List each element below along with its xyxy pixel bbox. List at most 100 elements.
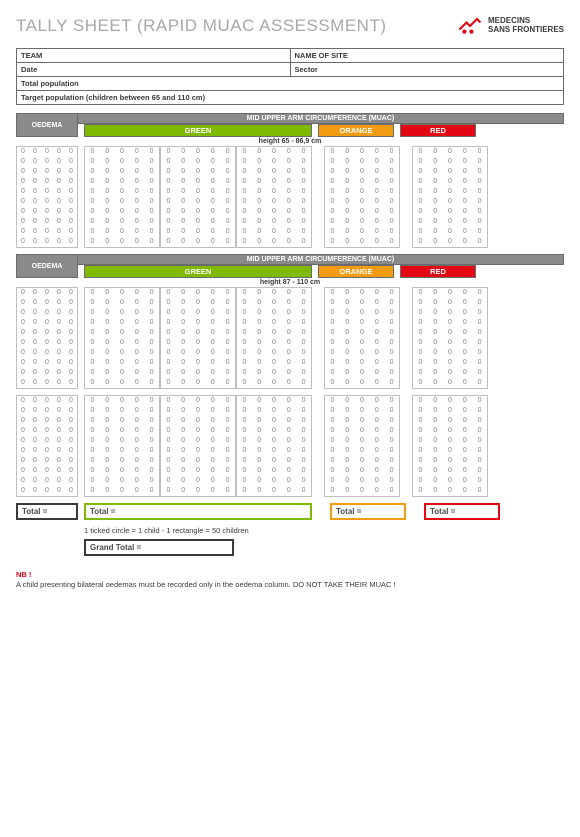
tally-cell[interactable]: 0 — [252, 416, 267, 426]
tally-cell[interactable]: 0 — [237, 217, 252, 227]
tally-cell[interactable]: 0 — [472, 338, 487, 348]
tally-cell[interactable]: 0 — [457, 328, 472, 338]
tally-cell[interactable]: 0 — [281, 197, 296, 207]
tally-cell[interactable]: 0 — [457, 348, 472, 358]
total-red[interactable]: Total = — [424, 503, 500, 520]
tally-cell[interactable]: 0 — [41, 207, 53, 217]
tally-cell[interactable]: 0 — [384, 227, 399, 237]
tally-cell[interactable]: 0 — [129, 466, 144, 476]
tally-cell[interactable]: 0 — [115, 416, 130, 426]
tally-cell[interactable]: 0 — [355, 187, 370, 197]
tally-cell[interactable]: 0 — [41, 298, 53, 308]
tally-cell[interactable]: 0 — [428, 396, 443, 406]
tally-cell[interactable]: 0 — [325, 348, 340, 358]
tally-cell[interactable]: 0 — [205, 368, 220, 378]
tally-cell[interactable]: 0 — [205, 446, 220, 456]
tally-cell[interactable]: 0 — [53, 147, 65, 157]
tally-cell[interactable]: 0 — [129, 177, 144, 187]
tally-cell[interactable]: 0 — [144, 167, 159, 177]
tally-cell[interactable]: 0 — [413, 217, 428, 227]
tally-cell[interactable]: 0 — [325, 416, 340, 426]
tally-cell[interactable]: 0 — [205, 406, 220, 416]
tally-cell[interactable]: 0 — [129, 288, 144, 298]
tally-cell[interactable]: 0 — [129, 426, 144, 436]
tally-cell[interactable]: 0 — [457, 298, 472, 308]
tally-cell[interactable]: 0 — [100, 217, 115, 227]
tally-cell[interactable]: 0 — [296, 187, 311, 197]
tally-cell[interactable]: 0 — [472, 466, 487, 476]
tally-cell[interactable]: 0 — [413, 486, 428, 496]
tally-cell[interactable]: 0 — [41, 157, 53, 167]
tally-block[interactable]: 0000000000000000000000000000000000000000… — [324, 287, 400, 389]
tally-cell[interactable]: 0 — [325, 456, 340, 466]
tally-cell[interactable]: 0 — [252, 406, 267, 416]
tally-cell[interactable]: 0 — [369, 338, 384, 348]
tally-cell[interactable]: 0 — [281, 167, 296, 177]
tally-cell[interactable]: 0 — [428, 167, 443, 177]
tally-cell[interactable]: 0 — [472, 486, 487, 496]
tally-cell[interactable]: 0 — [220, 406, 235, 416]
tally-cell[interactable]: 0 — [281, 147, 296, 157]
tally-cell[interactable]: 0 — [267, 207, 282, 217]
tally-cell[interactable]: 0 — [384, 486, 399, 496]
tally-cell[interactable]: 0 — [369, 227, 384, 237]
tally-cell[interactable]: 0 — [428, 227, 443, 237]
tally-cell[interactable]: 0 — [220, 187, 235, 197]
tally-block[interactable]: 0000000000000000000000000000000000000000… — [84, 146, 160, 248]
tally-cell[interactable]: 0 — [176, 167, 191, 177]
tally-cell[interactable]: 0 — [472, 167, 487, 177]
tally-cell[interactable]: 0 — [53, 308, 65, 318]
tally-cell[interactable]: 0 — [65, 197, 77, 207]
tally-cell[interactable]: 0 — [191, 486, 206, 496]
tally-cell[interactable]: 0 — [413, 476, 428, 486]
tally-cell[interactable]: 0 — [355, 207, 370, 217]
tally-cell[interactable]: 0 — [191, 416, 206, 426]
tally-cell[interactable]: 0 — [443, 426, 458, 436]
tally-cell[interactable]: 0 — [325, 338, 340, 348]
tally-cell[interactable]: 0 — [17, 378, 29, 388]
tally-cell[interactable]: 0 — [443, 308, 458, 318]
tally-cell[interactable]: 0 — [413, 396, 428, 406]
tally-cell[interactable]: 0 — [220, 456, 235, 466]
tally-cell[interactable]: 0 — [296, 446, 311, 456]
tally-cell[interactable]: 0 — [281, 466, 296, 476]
tally-cell[interactable]: 0 — [413, 348, 428, 358]
tally-cell[interactable]: 0 — [65, 167, 77, 177]
tally-cell[interactable]: 0 — [85, 308, 100, 318]
tally-cell[interactable]: 0 — [457, 396, 472, 406]
tally-cell[interactable]: 0 — [85, 426, 100, 436]
tally-cell[interactable]: 0 — [267, 406, 282, 416]
tally-cell[interactable]: 0 — [428, 416, 443, 426]
tally-cell[interactable]: 0 — [191, 197, 206, 207]
tally-cell[interactable]: 0 — [65, 446, 77, 456]
tally-cell[interactable]: 0 — [340, 288, 355, 298]
tally-cell[interactable]: 0 — [252, 476, 267, 486]
tally-cell[interactable]: 0 — [100, 328, 115, 338]
sector-label[interactable]: Sector — [290, 63, 564, 77]
tally-cell[interactable]: 0 — [115, 436, 130, 446]
tally-cell[interactable]: 0 — [428, 318, 443, 328]
tally-cell[interactable]: 0 — [53, 426, 65, 436]
tally-cell[interactable]: 0 — [85, 227, 100, 237]
tally-cell[interactable]: 0 — [53, 396, 65, 406]
tally-cell[interactable]: 0 — [355, 426, 370, 436]
tally-cell[interactable]: 0 — [369, 446, 384, 456]
tally-cell[interactable]: 0 — [237, 237, 252, 247]
tally-cell[interactable]: 0 — [384, 396, 399, 406]
tally-cell[interactable]: 0 — [29, 426, 41, 436]
tally-cell[interactable]: 0 — [443, 227, 458, 237]
tally-cell[interactable]: 0 — [176, 406, 191, 416]
tally-cell[interactable]: 0 — [252, 167, 267, 177]
tally-cell[interactable]: 0 — [161, 426, 176, 436]
tally-cell[interactable]: 0 — [144, 416, 159, 426]
tally-cell[interactable]: 0 — [29, 167, 41, 177]
tally-cell[interactable]: 0 — [457, 426, 472, 436]
tally-cell[interactable]: 0 — [115, 368, 130, 378]
tally-cell[interactable]: 0 — [252, 486, 267, 496]
tally-cell[interactable]: 0 — [53, 207, 65, 217]
tally-cell[interactable]: 0 — [457, 167, 472, 177]
tally-cell[interactable]: 0 — [176, 456, 191, 466]
tally-cell[interactable]: 0 — [340, 476, 355, 486]
tally-cell[interactable]: 0 — [237, 476, 252, 486]
tally-cell[interactable]: 0 — [296, 207, 311, 217]
